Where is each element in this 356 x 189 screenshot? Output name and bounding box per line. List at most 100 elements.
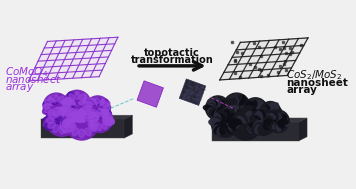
Ellipse shape — [273, 103, 278, 111]
Ellipse shape — [87, 116, 96, 122]
Ellipse shape — [77, 97, 89, 105]
Ellipse shape — [211, 118, 220, 125]
Ellipse shape — [257, 111, 262, 118]
Circle shape — [63, 90, 91, 119]
Ellipse shape — [265, 114, 272, 122]
Ellipse shape — [278, 115, 285, 122]
Ellipse shape — [248, 122, 260, 129]
Circle shape — [243, 98, 268, 122]
Ellipse shape — [63, 110, 74, 122]
Ellipse shape — [66, 114, 79, 124]
Ellipse shape — [208, 100, 215, 107]
Ellipse shape — [221, 110, 228, 118]
Ellipse shape — [279, 114, 282, 119]
Ellipse shape — [268, 114, 271, 118]
Ellipse shape — [92, 109, 97, 116]
Ellipse shape — [84, 114, 92, 122]
Ellipse shape — [65, 120, 73, 126]
Ellipse shape — [94, 109, 101, 120]
Ellipse shape — [61, 100, 73, 108]
Ellipse shape — [254, 116, 261, 122]
Ellipse shape — [71, 125, 79, 134]
Ellipse shape — [69, 122, 76, 128]
Ellipse shape — [65, 116, 77, 124]
Circle shape — [43, 93, 69, 119]
Ellipse shape — [229, 119, 236, 124]
Ellipse shape — [262, 111, 267, 115]
Ellipse shape — [248, 113, 253, 120]
Ellipse shape — [255, 112, 259, 119]
Ellipse shape — [103, 109, 109, 114]
Ellipse shape — [206, 107, 215, 113]
Ellipse shape — [87, 117, 98, 124]
Ellipse shape — [66, 122, 75, 129]
Ellipse shape — [62, 119, 77, 128]
Ellipse shape — [88, 113, 94, 118]
Ellipse shape — [89, 125, 96, 132]
Ellipse shape — [214, 100, 217, 106]
Ellipse shape — [221, 101, 229, 108]
Ellipse shape — [78, 108, 84, 116]
Ellipse shape — [226, 119, 237, 127]
Ellipse shape — [248, 117, 255, 125]
Ellipse shape — [59, 110, 64, 116]
Ellipse shape — [58, 107, 66, 119]
Ellipse shape — [49, 110, 54, 116]
Ellipse shape — [252, 109, 258, 119]
Ellipse shape — [64, 114, 76, 122]
Ellipse shape — [87, 119, 97, 128]
Ellipse shape — [59, 126, 65, 134]
Ellipse shape — [59, 96, 64, 102]
Text: $\mathit{array}$: $\mathit{array}$ — [5, 81, 34, 94]
Circle shape — [267, 110, 289, 132]
Ellipse shape — [83, 106, 89, 111]
Ellipse shape — [237, 125, 244, 130]
Ellipse shape — [103, 102, 109, 107]
Ellipse shape — [245, 111, 252, 122]
Ellipse shape — [266, 120, 273, 124]
Ellipse shape — [268, 105, 272, 110]
Ellipse shape — [64, 116, 74, 123]
Ellipse shape — [84, 104, 90, 110]
Ellipse shape — [53, 109, 58, 116]
Ellipse shape — [216, 109, 221, 116]
Ellipse shape — [101, 109, 109, 121]
Ellipse shape — [260, 107, 269, 112]
Ellipse shape — [68, 92, 77, 102]
Ellipse shape — [236, 128, 241, 134]
Ellipse shape — [249, 120, 260, 128]
Ellipse shape — [246, 110, 253, 116]
Ellipse shape — [262, 112, 268, 117]
Ellipse shape — [281, 123, 284, 127]
Ellipse shape — [237, 110, 244, 117]
Ellipse shape — [232, 98, 237, 106]
Ellipse shape — [231, 123, 239, 130]
Ellipse shape — [94, 122, 100, 131]
Ellipse shape — [70, 118, 78, 123]
Ellipse shape — [227, 105, 236, 113]
Ellipse shape — [54, 107, 62, 119]
Ellipse shape — [97, 124, 102, 131]
Ellipse shape — [256, 112, 263, 122]
Ellipse shape — [80, 106, 86, 114]
Ellipse shape — [89, 115, 96, 121]
Ellipse shape — [273, 108, 281, 114]
Ellipse shape — [268, 121, 274, 124]
Ellipse shape — [67, 115, 75, 121]
Ellipse shape — [232, 116, 239, 122]
Ellipse shape — [263, 105, 267, 110]
Ellipse shape — [250, 117, 256, 122]
Ellipse shape — [58, 98, 65, 106]
Ellipse shape — [273, 110, 279, 114]
Ellipse shape — [45, 100, 51, 105]
Ellipse shape — [43, 119, 56, 128]
Ellipse shape — [43, 116, 54, 123]
Ellipse shape — [229, 124, 239, 133]
Text: array: array — [286, 85, 317, 95]
Ellipse shape — [265, 115, 268, 120]
Ellipse shape — [218, 100, 224, 109]
Ellipse shape — [62, 108, 68, 113]
Ellipse shape — [213, 125, 219, 131]
Ellipse shape — [241, 106, 247, 110]
Ellipse shape — [250, 114, 254, 119]
